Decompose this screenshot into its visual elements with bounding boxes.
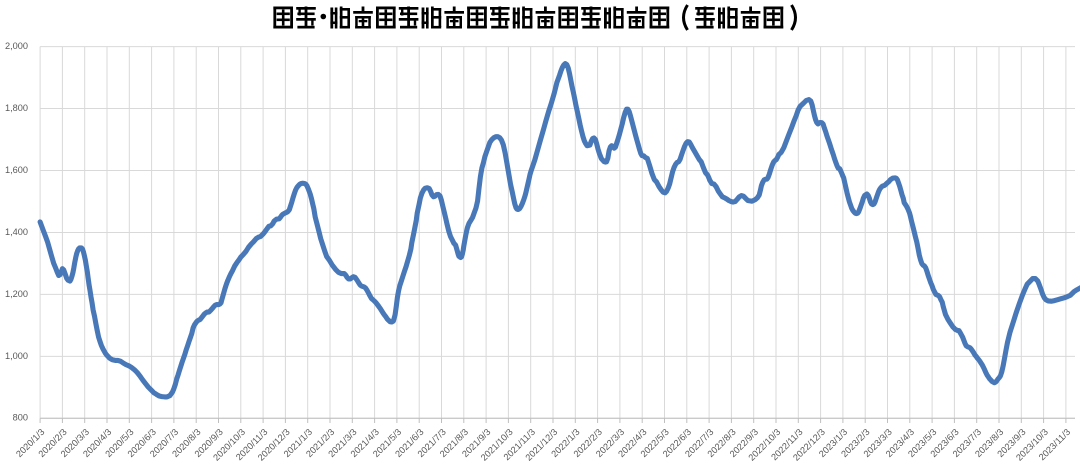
svg-text:1,200: 1,200 — [5, 289, 28, 299]
svg-text:1,800: 1,800 — [5, 103, 28, 113]
svg-text:1,400: 1,400 — [5, 227, 28, 237]
svg-text:800: 800 — [13, 413, 28, 423]
svg-text:1,600: 1,600 — [5, 165, 28, 175]
svg-text:1,000: 1,000 — [5, 351, 28, 361]
svg-text:2,000: 2,000 — [5, 41, 28, 51]
